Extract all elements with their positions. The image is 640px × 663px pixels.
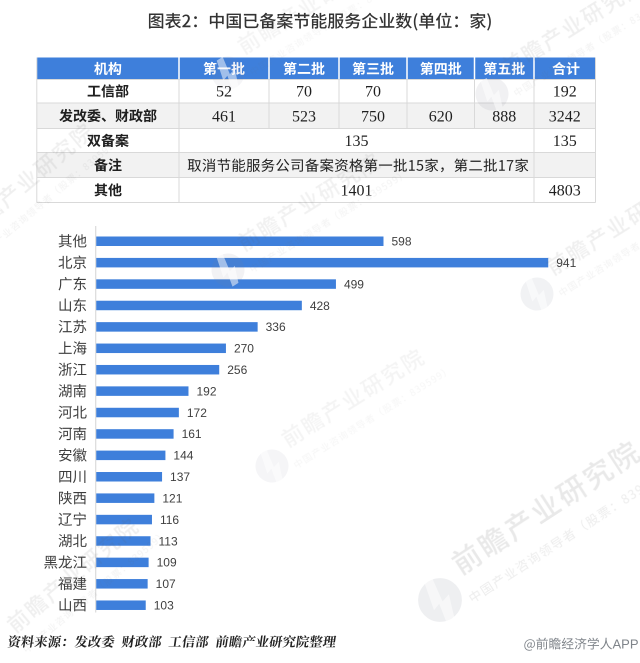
svg-text:4803: 4803 — [549, 183, 581, 200]
svg-text:461: 461 — [212, 108, 236, 125]
svg-text:620: 620 — [429, 108, 453, 125]
svg-text:135: 135 — [345, 133, 369, 150]
svg-text:888: 888 — [492, 108, 516, 125]
svg-text:256: 256 — [227, 363, 247, 377]
svg-text:161: 161 — [182, 427, 202, 441]
svg-text:598: 598 — [391, 235, 411, 249]
svg-text:750: 750 — [361, 108, 385, 125]
svg-text:70: 70 — [296, 84, 312, 101]
svg-text:3242: 3242 — [549, 108, 581, 125]
svg-text:499: 499 — [344, 277, 364, 291]
svg-text:109: 109 — [157, 556, 177, 570]
svg-text:70: 70 — [365, 84, 381, 101]
svg-text:192: 192 — [196, 384, 216, 398]
svg-text:103: 103 — [154, 599, 174, 613]
svg-text:121: 121 — [162, 491, 182, 505]
svg-text:523: 523 — [292, 108, 316, 125]
svg-text:144: 144 — [173, 449, 193, 463]
svg-text:336: 336 — [266, 320, 286, 334]
svg-text:270: 270 — [234, 342, 254, 356]
svg-text:135: 135 — [553, 133, 577, 150]
svg-text:192: 192 — [553, 84, 577, 101]
svg-text:137: 137 — [170, 470, 190, 484]
svg-text:APP: APP — [613, 637, 639, 652]
svg-text:52: 52 — [216, 84, 232, 101]
svg-text:107: 107 — [156, 577, 176, 591]
svg-text:428: 428 — [310, 299, 330, 313]
svg-text:116: 116 — [160, 513, 179, 527]
svg-text:113: 113 — [159, 534, 178, 548]
svg-text:172: 172 — [187, 406, 207, 420]
